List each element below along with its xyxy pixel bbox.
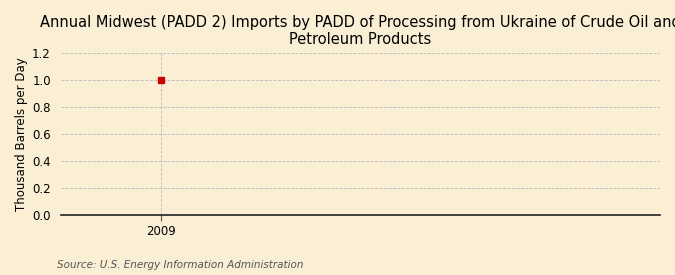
Text: Source: U.S. Energy Information Administration: Source: U.S. Energy Information Administ… [57,260,304,270]
Y-axis label: Thousand Barrels per Day: Thousand Barrels per Day [15,57,28,211]
Title: Annual Midwest (PADD 2) Imports by PADD of Processing from Ukraine of Crude Oil : Annual Midwest (PADD 2) Imports by PADD … [40,15,675,47]
